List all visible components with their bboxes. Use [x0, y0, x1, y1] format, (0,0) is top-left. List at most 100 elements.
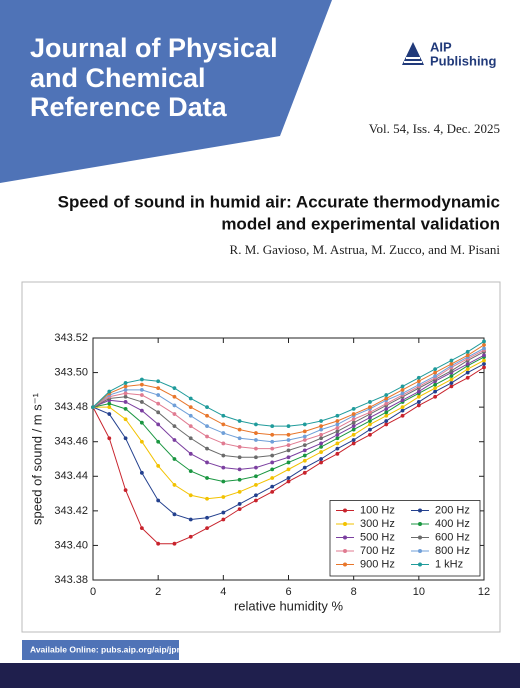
data-point — [384, 401, 389, 406]
y-axis-label: speed of sound / m s⁻¹ — [29, 392, 44, 525]
x-tick-label: 6 — [285, 586, 291, 598]
data-point — [449, 368, 454, 373]
data-point — [351, 420, 356, 425]
data-point — [335, 441, 340, 446]
data-point — [205, 460, 209, 465]
data-point — [107, 405, 112, 410]
data-point — [237, 477, 242, 482]
legend-marker — [418, 508, 422, 513]
data-point — [368, 427, 372, 432]
data-point — [91, 405, 95, 410]
data-point — [384, 419, 389, 423]
data-point — [221, 465, 226, 470]
data-point — [319, 419, 323, 423]
data-point — [449, 358, 454, 363]
data-point — [302, 470, 307, 475]
data-point — [335, 429, 340, 434]
legend-marker — [418, 562, 422, 567]
y-tick-label: 343.44 — [54, 470, 88, 482]
data-point — [384, 413, 389, 418]
data-point — [188, 493, 193, 498]
legend-label: 300 Hz — [360, 518, 395, 530]
data-point — [123, 417, 128, 422]
data-point — [302, 465, 307, 470]
data-point — [139, 400, 144, 404]
data-point — [139, 393, 144, 397]
data-point — [254, 493, 258, 498]
data-point — [123, 406, 128, 411]
data-point — [351, 441, 356, 446]
data-point — [270, 467, 275, 472]
data-point — [188, 413, 193, 418]
data-point — [188, 396, 193, 401]
data-point — [221, 517, 226, 522]
data-point — [123, 394, 128, 399]
data-point — [188, 424, 193, 429]
data-point — [319, 436, 323, 441]
data-point — [139, 408, 144, 413]
data-point — [449, 362, 454, 366]
data-point — [335, 446, 340, 451]
data-point — [205, 424, 209, 429]
legend-marker — [343, 522, 347, 526]
legend-label: 100 Hz — [360, 504, 395, 516]
data-point — [400, 413, 405, 418]
data-point — [302, 438, 307, 442]
data-point — [351, 406, 356, 411]
article-title: Speed of sound in humid air: Accurate th… — [58, 192, 500, 211]
legend-marker — [343, 535, 347, 540]
data-point — [384, 396, 389, 401]
data-point — [270, 424, 275, 429]
data-point — [156, 498, 161, 503]
data-point — [384, 422, 389, 427]
data-point — [286, 424, 291, 429]
legend-label: 400 Hz — [435, 518, 470, 530]
data-point — [368, 432, 372, 437]
publisher-logo: AIP Publishing — [402, 39, 497, 68]
legend-box — [329, 500, 481, 577]
y-tick-label: 343.40 — [54, 539, 88, 551]
x-tick-label: 8 — [351, 586, 357, 598]
data-point — [156, 379, 161, 384]
data-point — [123, 488, 128, 493]
data-point — [205, 413, 209, 418]
data-point — [270, 439, 275, 444]
data-point — [107, 412, 112, 416]
data-point — [172, 512, 177, 517]
data-point — [221, 441, 226, 446]
data-point — [465, 349, 470, 354]
data-point — [335, 432, 340, 437]
authors: R. M. Gavioso, M. Astrua, M. Zucco, and … — [230, 242, 501, 257]
data-point — [270, 453, 275, 458]
data-point — [400, 384, 405, 389]
data-point — [172, 483, 177, 487]
y-tick-label: 343.38 — [54, 574, 88, 586]
data-point — [188, 436, 193, 441]
data-point — [221, 453, 226, 458]
data-point — [433, 374, 438, 378]
data-point — [433, 367, 438, 372]
x-tick-label: 4 — [220, 586, 226, 598]
data-point — [188, 405, 193, 410]
data-point — [172, 412, 177, 416]
data-point — [123, 436, 128, 441]
journal-title: Reference Data — [30, 92, 228, 122]
data-point — [156, 541, 161, 546]
data-point — [254, 438, 258, 442]
chart: 343.38 343.40 343.42 343.44 343.46 343.48 343.… — [29, 332, 490, 614]
data-point — [416, 400, 421, 404]
data-point — [400, 398, 405, 403]
data-point — [335, 436, 340, 441]
data-point — [139, 470, 144, 475]
data-point — [139, 382, 144, 387]
header-banner — [0, 0, 332, 183]
data-point — [482, 358, 486, 363]
y-tick-label: 343.48 — [54, 401, 88, 413]
legend-label: 700 Hz — [360, 545, 395, 557]
data-point — [400, 387, 405, 392]
data-point — [156, 464, 161, 468]
data-point — [139, 387, 144, 392]
data-point — [286, 438, 291, 442]
y-tick-label: 343.50 — [54, 366, 88, 378]
